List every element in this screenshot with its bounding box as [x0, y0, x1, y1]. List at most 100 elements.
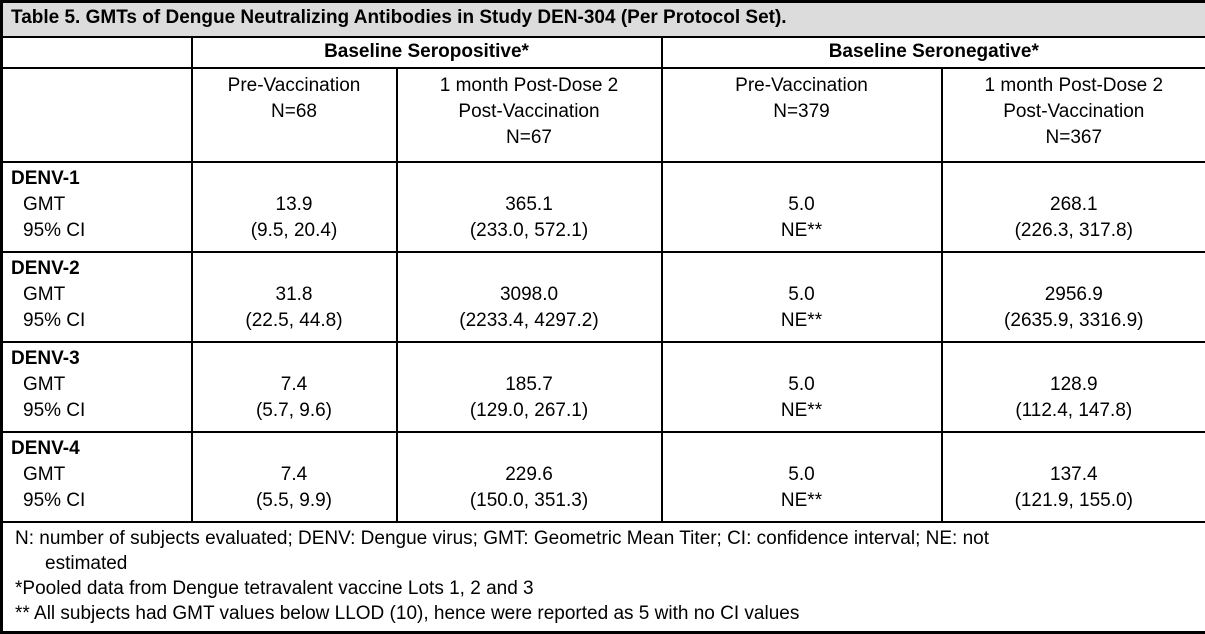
gmt-value: 13.9: [193, 192, 396, 218]
ci-row-label: 95% CI: [3, 308, 191, 334]
cell-denv1-seroneg-prevax: 5.0 NE**: [662, 162, 942, 252]
gmt-value: 185.7: [398, 372, 661, 398]
row-header-denv3: DENV-3 GMT 95% CI: [2, 342, 192, 432]
ci-row-label: 95% CI: [3, 218, 191, 244]
cell-denv1-seropos-prevax: 13.9 (9.5, 20.4): [192, 162, 397, 252]
footnotes-cell: N: number of subjects evaluated; DENV: D…: [2, 522, 1205, 633]
gmt-value: 3098.0: [398, 282, 661, 308]
column-header-row: Pre-Vaccination N=68 1 month Post-Dose 2…: [2, 68, 1205, 162]
gmt-value: 128.9: [943, 372, 1205, 398]
title-row: Table 5. GMTs of Dengue Neutralizing Ant…: [2, 2, 1205, 38]
gmt-row-label: GMT: [3, 282, 191, 308]
ci-value: NE**: [663, 488, 941, 514]
footnote-pooled-data: *Pooled data from Dengue tetravalent vac…: [9, 576, 1199, 601]
col-header-seropos-postdose: 1 month Post-Dose 2 Post-Vaccination N=6…: [397, 68, 662, 162]
gmt-value: 5.0: [663, 462, 941, 488]
table-row-denv4: DENV-4 GMT 95% CI 7.4 (5.5, 9.9) 229.6 (…: [2, 432, 1205, 522]
cell-denv2-seropos-prevax: 31.8 (22.5, 44.8): [192, 252, 397, 342]
row-header-denv1: DENV-1 GMT 95% CI: [2, 162, 192, 252]
spacer: [663, 256, 941, 282]
cell-denv2-seroneg-postdose: 2956.9 (2635.9, 3316.9): [942, 252, 1205, 342]
col-header-seroneg-postdose: 1 month Post-Dose 2 Post-Vaccination N=3…: [942, 68, 1205, 162]
gmt-value: 7.4: [193, 372, 396, 398]
cell-denv4-seroneg-postdose: 137.4 (121.9, 155.0): [942, 432, 1205, 522]
cell-denv1-seroneg-postdose: 268.1 (226.3, 317.8): [942, 162, 1205, 252]
cell-denv4-seropos-prevax: 7.4 (5.5, 9.9): [192, 432, 397, 522]
serotype-label: DENV-4: [3, 436, 191, 462]
ci-value: (22.5, 44.8): [193, 308, 396, 334]
spacer: [398, 256, 661, 282]
spacer: [663, 346, 941, 372]
spacer: [943, 346, 1205, 372]
spacer: [193, 256, 396, 282]
gmt-value: 5.0: [663, 192, 941, 218]
gmt-value: 5.0: [663, 372, 941, 398]
ci-value: (150.0, 351.3): [398, 488, 661, 514]
serotype-label: DENV-3: [3, 346, 191, 372]
ci-row-label: 95% CI: [3, 488, 191, 514]
spacer: [398, 436, 661, 462]
ci-value: (9.5, 20.4): [193, 218, 396, 244]
corner-empty-cell: [2, 37, 192, 68]
table-row-denv2: DENV-2 GMT 95% CI 31.8 (22.5, 44.8) 3098…: [2, 252, 1205, 342]
ci-value: NE**: [663, 398, 941, 424]
ci-value: (226.3, 317.8): [943, 218, 1205, 244]
gmt-value: 365.1: [398, 192, 661, 218]
footnote-row: N: number of subjects evaluated; DENV: D…: [2, 522, 1205, 633]
table-row-denv1: DENV-1 GMT 95% CI 13.9 (9.5, 20.4) 365.1…: [2, 162, 1205, 252]
ci-value: (121.9, 155.0): [943, 488, 1205, 514]
gmt-value: 2956.9: [943, 282, 1205, 308]
cell-denv4-seroneg-prevax: 5.0 NE**: [662, 432, 942, 522]
ci-value: (129.0, 267.1): [398, 398, 661, 424]
row-header-denv2: DENV-2 GMT 95% CI: [2, 252, 192, 342]
col-header-seroneg-prevax: Pre-Vaccination N=379: [662, 68, 942, 162]
serotype-label: DENV-1: [3, 166, 191, 192]
ci-value: (2233.4, 4297.2): [398, 308, 661, 334]
cell-denv3-seroneg-prevax: 5.0 NE**: [662, 342, 942, 432]
group-header-row: Baseline Seropositive* Baseline Seronega…: [2, 37, 1205, 68]
cell-denv3-seroneg-postdose: 128.9 (112.4, 147.8): [942, 342, 1205, 432]
col-header-seropos-prevax: Pre-Vaccination N=68: [192, 68, 397, 162]
gmt-value: 7.4: [193, 462, 396, 488]
spacer: [943, 256, 1205, 282]
gmt-value: 268.1: [943, 192, 1205, 218]
corner-empty-cell: [2, 68, 192, 162]
cell-denv2-seroneg-prevax: 5.0 NE**: [662, 252, 942, 342]
ci-value: NE**: [663, 308, 941, 334]
gmt-row-label: GMT: [3, 372, 191, 398]
spacer: [663, 166, 941, 192]
gmt-value: 5.0: [663, 282, 941, 308]
spacer: [943, 166, 1205, 192]
cell-denv3-seropos-prevax: 7.4 (5.7, 9.6): [192, 342, 397, 432]
table-title: Table 5. GMTs of Dengue Neutralizing Ant…: [2, 2, 1205, 38]
spacer: [193, 436, 396, 462]
cell-denv1-seropos-postdose: 365.1 (233.0, 572.1): [397, 162, 662, 252]
group-header-seronegative: Baseline Seronegative*: [662, 37, 1205, 68]
footnote-abbreviations: N: number of subjects evaluated; DENV: D…: [9, 526, 1199, 576]
spacer: [398, 166, 661, 192]
ci-value: (233.0, 572.1): [398, 218, 661, 244]
ci-value: NE**: [663, 218, 941, 244]
ci-value: (112.4, 147.8): [943, 398, 1205, 424]
spacer: [193, 166, 396, 192]
cell-denv4-seropos-postdose: 229.6 (150.0, 351.3): [397, 432, 662, 522]
serotype-label: DENV-2: [3, 256, 191, 282]
spacer: [193, 346, 396, 372]
gmt-value: 137.4: [943, 462, 1205, 488]
ci-row-label: 95% CI: [3, 398, 191, 424]
ci-value: (2635.9, 3316.9): [943, 308, 1205, 334]
gmt-value: 31.8: [193, 282, 396, 308]
ci-value: (5.7, 9.6): [193, 398, 396, 424]
cell-denv2-seropos-postdose: 3098.0 (2233.4, 4297.2): [397, 252, 662, 342]
cell-denv3-seropos-postdose: 185.7 (129.0, 267.1): [397, 342, 662, 432]
spacer: [663, 436, 941, 462]
group-header-seropositive: Baseline Seropositive*: [192, 37, 662, 68]
ci-value: (5.5, 9.9): [193, 488, 396, 514]
table-row-denv3: DENV-3 GMT 95% CI 7.4 (5.7, 9.6) 185.7 (…: [2, 342, 1205, 432]
spacer: [943, 436, 1205, 462]
spacer: [398, 346, 661, 372]
gmt-row-label: GMT: [3, 192, 191, 218]
row-header-denv4: DENV-4 GMT 95% CI: [2, 432, 192, 522]
gmt-value: 229.6: [398, 462, 661, 488]
